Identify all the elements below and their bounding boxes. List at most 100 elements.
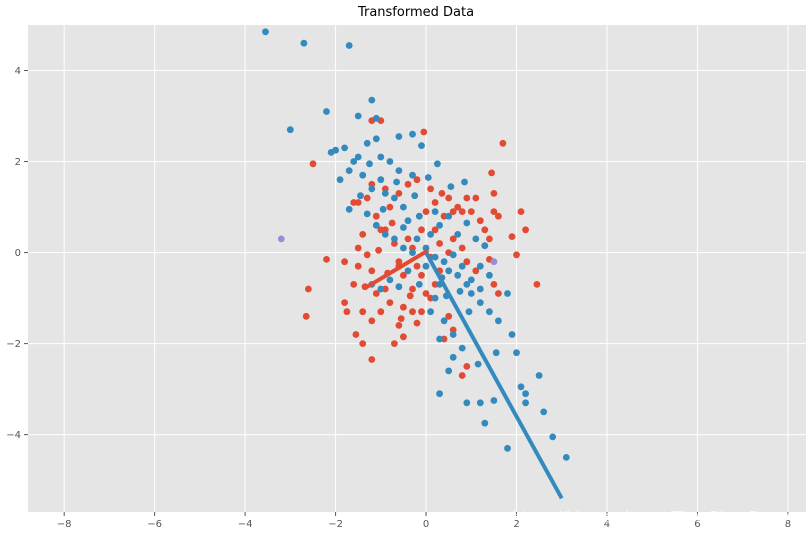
red-data-point: [458, 372, 466, 379]
red-data-point: [395, 322, 403, 329]
blue-data-point: [492, 349, 500, 357]
red-data-point: [481, 226, 489, 234]
blue-data-point: [357, 192, 364, 200]
blue-data-point: [372, 114, 380, 122]
blue-data-point: [418, 142, 425, 150]
blue-data-point: [436, 390, 443, 398]
blue-data-point: [404, 267, 412, 275]
blue-data-point: [445, 367, 453, 375]
blue-data-point: [395, 167, 403, 175]
blue-data-point: [404, 217, 412, 225]
blue-data-point: [461, 178, 468, 186]
blue-data-point: [409, 130, 416, 138]
x-tick-label: −2: [328, 519, 343, 530]
red-data-point: [354, 199, 362, 206]
blue-data-point: [436, 221, 443, 229]
blue-data-point: [377, 153, 385, 161]
blue-data-point: [400, 244, 407, 252]
blue-data-point: [336, 176, 344, 184]
red-data-point: [431, 199, 439, 206]
red-data-point: [513, 251, 520, 259]
red-data-point: [368, 317, 376, 325]
blue-data-point: [345, 167, 353, 175]
red-data-point: [302, 312, 310, 320]
blue-data-point: [411, 192, 419, 200]
x-tick-label: −4: [238, 519, 253, 530]
red-data-point: [354, 262, 362, 270]
blue-data-point: [391, 235, 398, 243]
red-data-point: [397, 315, 405, 322]
red-data-point: [486, 235, 493, 243]
red-data-point: [413, 262, 421, 270]
blue-data-point: [372, 221, 380, 229]
red-data-point: [409, 285, 416, 293]
red-data-point: [350, 281, 358, 288]
blue-data-point: [427, 231, 434, 238]
blue-data-point: [359, 171, 367, 179]
blue-data-point: [562, 454, 570, 461]
x-tick-label: 4: [604, 519, 610, 530]
blue-data-point: [454, 231, 462, 238]
red-data-point: [420, 128, 428, 136]
blue-data-point: [440, 258, 448, 266]
red-data-point: [372, 290, 380, 297]
purple-data-point: [490, 258, 498, 266]
y-tick-label: 4: [15, 66, 21, 77]
blue-data-point: [481, 242, 489, 250]
y-tick-label: −2: [6, 339, 21, 350]
blue-data-point: [522, 399, 529, 407]
blue-data-point: [549, 433, 557, 441]
red-data-point: [406, 292, 414, 300]
red-data-point: [309, 160, 317, 168]
blue-data-point: [415, 281, 423, 288]
purple-data-point: [277, 235, 285, 243]
blue-data-point: [495, 317, 502, 325]
blue-data-point: [345, 205, 353, 213]
blue-data-point: [449, 353, 457, 361]
y-tick-label: 0: [15, 248, 21, 259]
blue-data-point: [350, 158, 358, 165]
blue-data-point: [413, 235, 421, 243]
blue-data-point: [486, 308, 493, 316]
red-data-point: [359, 308, 367, 316]
blue-data-point: [286, 126, 294, 134]
blue-data-point: [386, 276, 394, 284]
red-data-point: [418, 226, 425, 234]
blue-data-point: [427, 308, 434, 316]
grid-lines: [24, 25, 806, 516]
blue-data-point: [465, 308, 473, 316]
blue-data-point: [467, 276, 475, 284]
blue-data-point: [393, 178, 400, 186]
blue-data-point: [354, 153, 362, 161]
red-data-point: [463, 363, 471, 370]
blue-data-point: [424, 174, 432, 181]
blue-data-point: [447, 183, 455, 191]
blue-data-point: [431, 253, 439, 261]
red-data-point: [476, 217, 484, 225]
x-tick-label: 8: [785, 519, 791, 530]
red-data-point: [341, 258, 348, 266]
red-data-point: [427, 185, 434, 193]
red-data-point: [400, 271, 407, 279]
y-tick-labels: −4 −2 0 2 4: [6, 66, 21, 441]
chart-title: Transformed Data: [357, 5, 474, 20]
blue-data-point: [345, 42, 353, 49]
blue-data-point: [508, 331, 516, 338]
blue-data-point: [474, 360, 482, 368]
blue-data-point: [422, 262, 430, 270]
red-data-point: [490, 190, 498, 197]
blue-data-point: [363, 139, 371, 147]
blue-data-point: [449, 251, 457, 259]
blue-data-point: [476, 299, 484, 306]
red-data-point: [472, 267, 480, 275]
red-data-point: [404, 235, 412, 243]
red-data-point: [377, 308, 385, 316]
blue-data-point: [434, 160, 441, 168]
blue-data-point: [449, 331, 457, 338]
blue-data-point: [440, 317, 448, 325]
x-tick-label: 0: [423, 519, 429, 530]
blue-data-point: [377, 285, 385, 293]
blue-data-point: [391, 194, 398, 202]
red-data-point: [438, 190, 446, 197]
